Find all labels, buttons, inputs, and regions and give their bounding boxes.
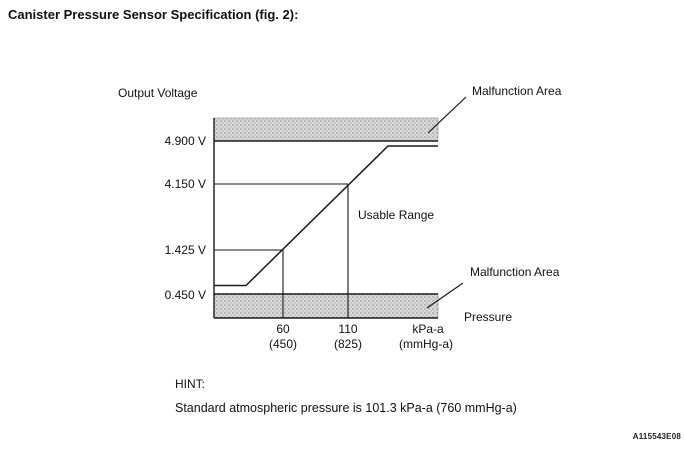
x-unit-kpa: kPa-a <box>412 322 444 336</box>
y-axis-title: Output Voltage <box>118 86 198 100</box>
sensor-output-curve <box>214 145 438 287</box>
y-tick-4150: 4.150 V <box>164 177 206 191</box>
x-tick-60-mmhg: (450) <box>268 337 297 351</box>
figure-title: Canister Pressure Sensor Specification (… <box>8 7 299 22</box>
leader-line-bottom <box>426 282 464 309</box>
x-tick-110: 110 <box>338 322 358 336</box>
malfunction-band-bottom <box>213 293 439 319</box>
x-axis-title: Pressure <box>464 310 513 324</box>
usable-range-label: Usable Range <box>358 208 435 222</box>
malfunction-band-top <box>213 117 439 142</box>
y-tick-0450: 0.450 V <box>164 288 206 302</box>
hint-label: HINT: <box>175 377 205 391</box>
malfunction-area-label-top: Malfunction Area <box>472 84 562 98</box>
x-tick-60: 60 <box>276 322 290 336</box>
hint-text: Standard atmospheric pressure is 101.3 k… <box>175 401 517 415</box>
doc-code: A115543E08 <box>632 432 681 441</box>
y-tick-1425: 1.425 V <box>164 243 206 257</box>
y-tick-4900: 4.900 V <box>164 134 206 148</box>
leader-line-top <box>427 96 467 134</box>
x-unit-mmhg: (mmHg-a) <box>399 337 453 351</box>
malfunction-area-label-bottom: Malfunction Area <box>470 265 560 279</box>
x-tick-110-mmhg: (825) <box>333 337 362 351</box>
